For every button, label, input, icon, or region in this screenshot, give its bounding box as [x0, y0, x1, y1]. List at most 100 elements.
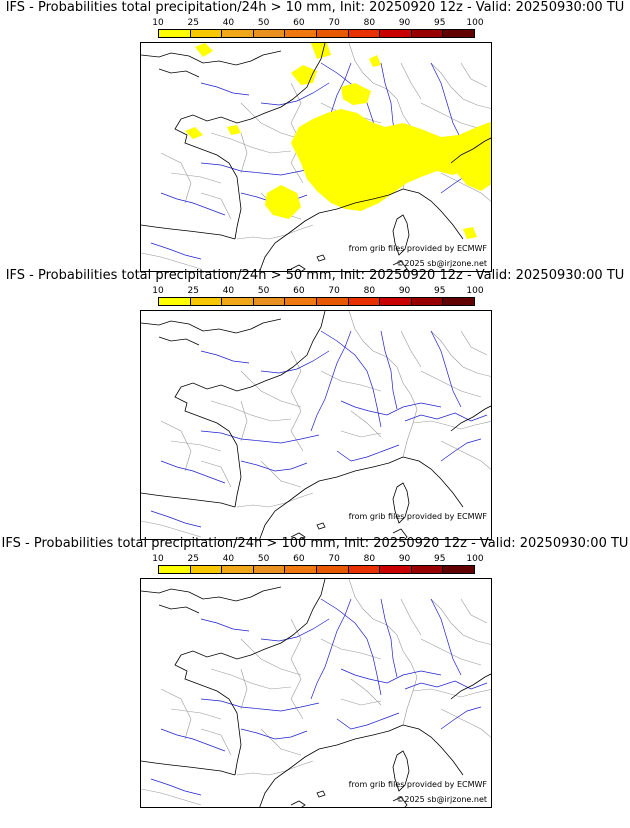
credit-source: from grib files provided by ECMWF	[348, 244, 487, 253]
colorbar-cell	[316, 298, 349, 305]
river-line	[320, 598, 382, 696]
colorbar-tick-label: 95	[434, 554, 446, 564]
river-line	[150, 510, 202, 528]
coast-line	[141, 760, 236, 776]
colorbar-cell	[411, 30, 444, 37]
border-line	[240, 400, 248, 442]
coast-line	[402, 188, 464, 240]
border-line	[141, 788, 202, 806]
river-line	[340, 400, 442, 416]
colorbar-cell	[316, 566, 349, 573]
border-line	[200, 460, 232, 488]
map-svg	[141, 311, 491, 539]
colorbar-tick-label: 100	[466, 286, 484, 296]
river-line	[200, 162, 320, 176]
coast-line	[250, 579, 326, 656]
coast-line	[158, 336, 200, 346]
coast-line	[174, 654, 242, 776]
colorbar-tick-label: 90	[398, 286, 411, 296]
coast-line	[141, 50, 282, 66]
border-line	[170, 172, 222, 184]
border-line	[430, 330, 491, 377]
border-line	[200, 192, 232, 220]
colorbar-tick-label: 40	[222, 286, 235, 296]
colorbar-cell	[159, 30, 191, 37]
river-line	[430, 598, 462, 676]
coast-line	[392, 796, 408, 807]
border-line	[236, 224, 314, 240]
colorbar-tick-label: 25	[187, 554, 199, 564]
coast-line	[174, 118, 242, 240]
coast-line	[402, 456, 464, 508]
colorbar-tick-label: 60	[293, 286, 305, 296]
precip-area	[265, 185, 301, 219]
colorbar-cell	[285, 566, 317, 573]
precip-area	[369, 55, 381, 67]
river-line	[150, 242, 202, 260]
border-line	[236, 760, 314, 776]
colorbar-tick-label: 10	[152, 554, 164, 564]
coast-line	[141, 318, 282, 334]
river-line	[240, 728, 308, 740]
admin-borders	[141, 579, 491, 806]
border-line	[350, 678, 382, 706]
border-line	[340, 698, 382, 706]
coast-line	[250, 43, 326, 120]
credit-copyright: ©2025 sb@irjzone.net	[396, 259, 487, 268]
panel-title: IFS - Probabilities total precipitation/…	[5, 0, 625, 15]
colorbar-cell	[285, 30, 317, 37]
colorbar-cell	[253, 298, 286, 305]
coast-line	[250, 311, 326, 388]
colorbar-cell	[380, 298, 412, 305]
colorbar-cell	[190, 298, 223, 305]
credit-source: from grib files provided by ECMWF	[348, 780, 487, 789]
colorbar-tick-label: 70	[328, 286, 340, 296]
coast-line	[316, 522, 326, 530]
precip-area	[311, 43, 331, 59]
river-line	[380, 598, 398, 678]
coast-line	[141, 492, 236, 508]
border-line	[141, 520, 202, 538]
border-line	[400, 598, 422, 636]
border-line	[160, 420, 192, 472]
colorbar-tick-label: 90	[398, 18, 411, 28]
coast-line	[402, 724, 464, 776]
border-line	[412, 420, 491, 430]
panel-title: IFS - Probabilities total precipitation/…	[1, 536, 629, 551]
river-line	[260, 618, 330, 642]
colorbar-cell	[222, 566, 254, 573]
coast-line	[174, 386, 242, 508]
border-line	[430, 598, 491, 645]
colorbar-tick-labels: 10 25 40 50 60 70 80 90 95 100	[152, 554, 483, 564]
river-line	[336, 444, 400, 462]
colorbar	[158, 565, 475, 574]
colorbar-cell	[222, 30, 254, 37]
colorbar-tick-label: 80	[363, 18, 376, 28]
map-frame: from grib files provided by ECMWF ©2025 …	[140, 578, 492, 808]
map-frame: from grib files provided by ECMWF	[140, 310, 492, 540]
river-line	[150, 778, 202, 796]
colorbar-cell	[443, 298, 474, 305]
forecast-panel-1: IFS - Probabilities total precipitation/…	[0, 0, 630, 272]
colorbar-tick-label: 60	[293, 554, 305, 564]
border-line	[240, 638, 302, 676]
coast-line	[290, 800, 306, 807]
coast-line	[158, 604, 200, 614]
border-line	[260, 460, 302, 488]
rivers	[150, 330, 488, 528]
border-line	[170, 708, 222, 720]
precip-area	[463, 227, 477, 239]
coast-line	[141, 224, 236, 240]
coast-line	[158, 68, 200, 78]
colorbar-cell	[253, 566, 286, 573]
border-line	[260, 728, 302, 756]
border-line	[350, 410, 382, 438]
coast-line	[316, 790, 326, 798]
border-line	[200, 728, 232, 756]
precip-area	[227, 125, 241, 135]
border-line	[460, 598, 488, 624]
colorbar-tick-label: 25	[187, 18, 199, 28]
border-line	[210, 668, 292, 690]
colorbar-tick-label: 100	[466, 554, 484, 564]
border-line	[440, 440, 491, 470]
